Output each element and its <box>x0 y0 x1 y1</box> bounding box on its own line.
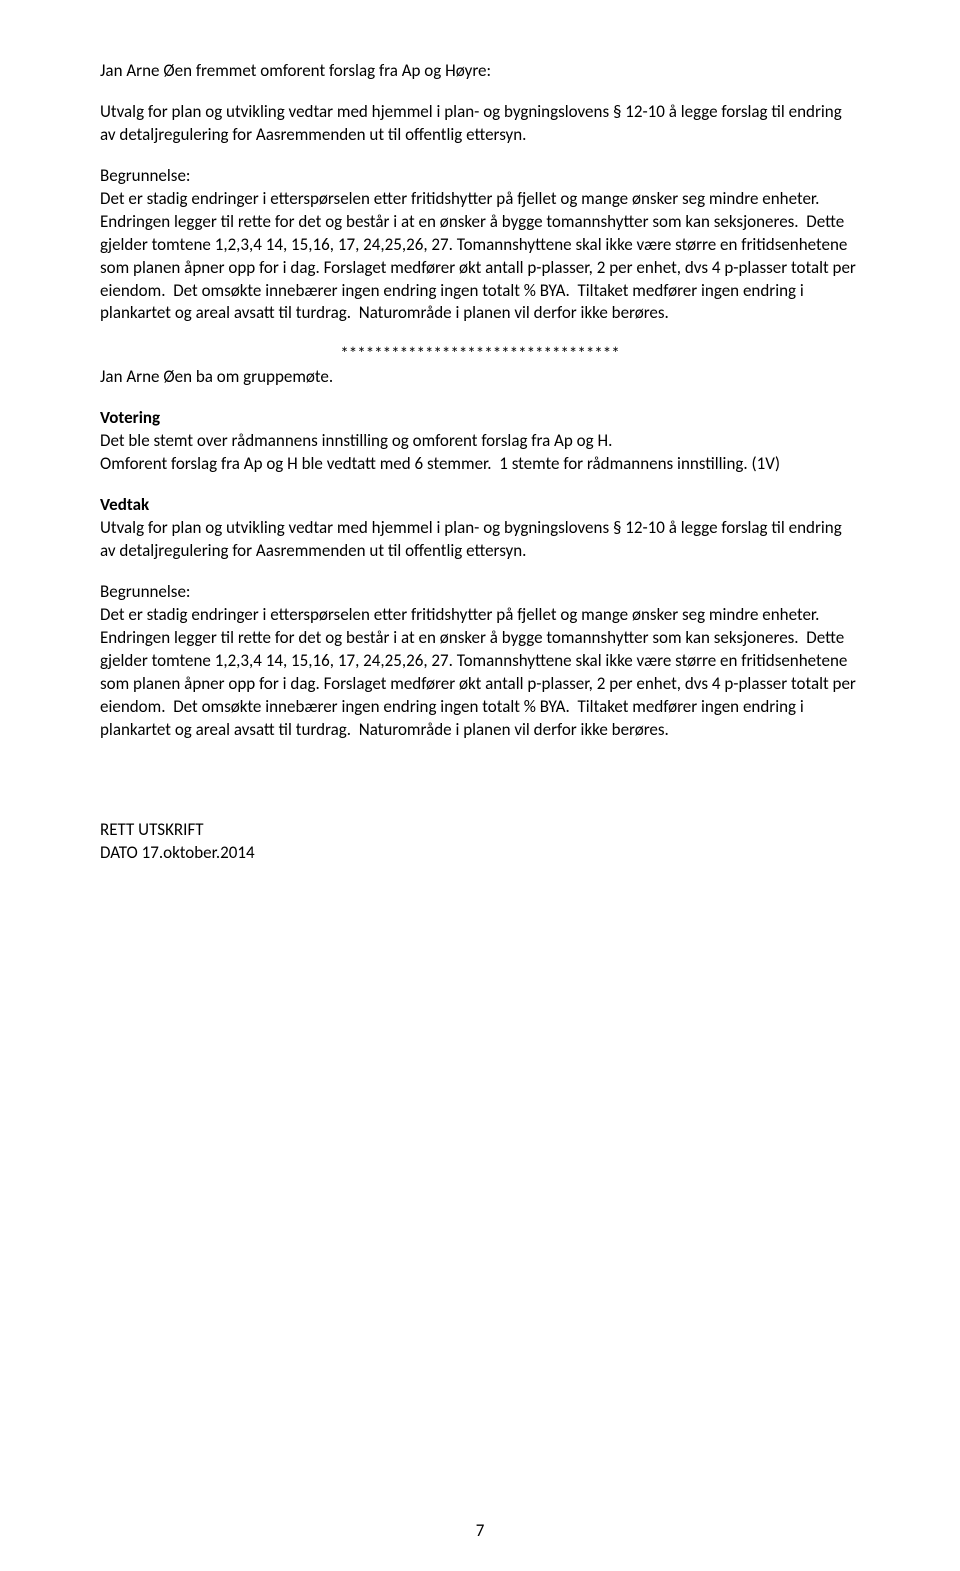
vedtak-heading: Vedtak <box>100 494 860 517</box>
votering-body: Det ble stemt over rådmannens innstillin… <box>100 430 860 476</box>
footer-line-1: RETT UTSKRIFT <box>100 819 860 842</box>
group-meeting-line: Jan Arne Øen ba om gruppemøte. <box>100 366 860 389</box>
rationale-label-2: Begrunnelse: <box>100 581 860 604</box>
spacer <box>100 759 860 819</box>
votering-heading: Votering <box>100 407 860 430</box>
vedtak-body: Utvalg for plan og utvikling vedtar med … <box>100 517 860 563</box>
page-number: 7 <box>0 1520 960 1541</box>
proposal-body-1: Utvalg for plan og utvikling vedtar med … <box>100 101 860 147</box>
rationale-label-1: Begrunnelse: <box>100 165 860 188</box>
rationale-body-2: Det er stadig endringer i etterspørselen… <box>100 604 860 742</box>
separator-stars: ********************************* <box>100 343 860 366</box>
document-page: Jan Arne Øen fremmet omforent forslag fr… <box>0 0 960 1571</box>
footer-line-2: DATO 17.oktober.2014 <box>100 842 860 865</box>
proposal-intro: Jan Arne Øen fremmet omforent forslag fr… <box>100 60 860 83</box>
separator-block: ********************************* Jan Ar… <box>100 343 860 389</box>
rationale-body-1: Det er stadig endringer i etterspørselen… <box>100 188 860 326</box>
